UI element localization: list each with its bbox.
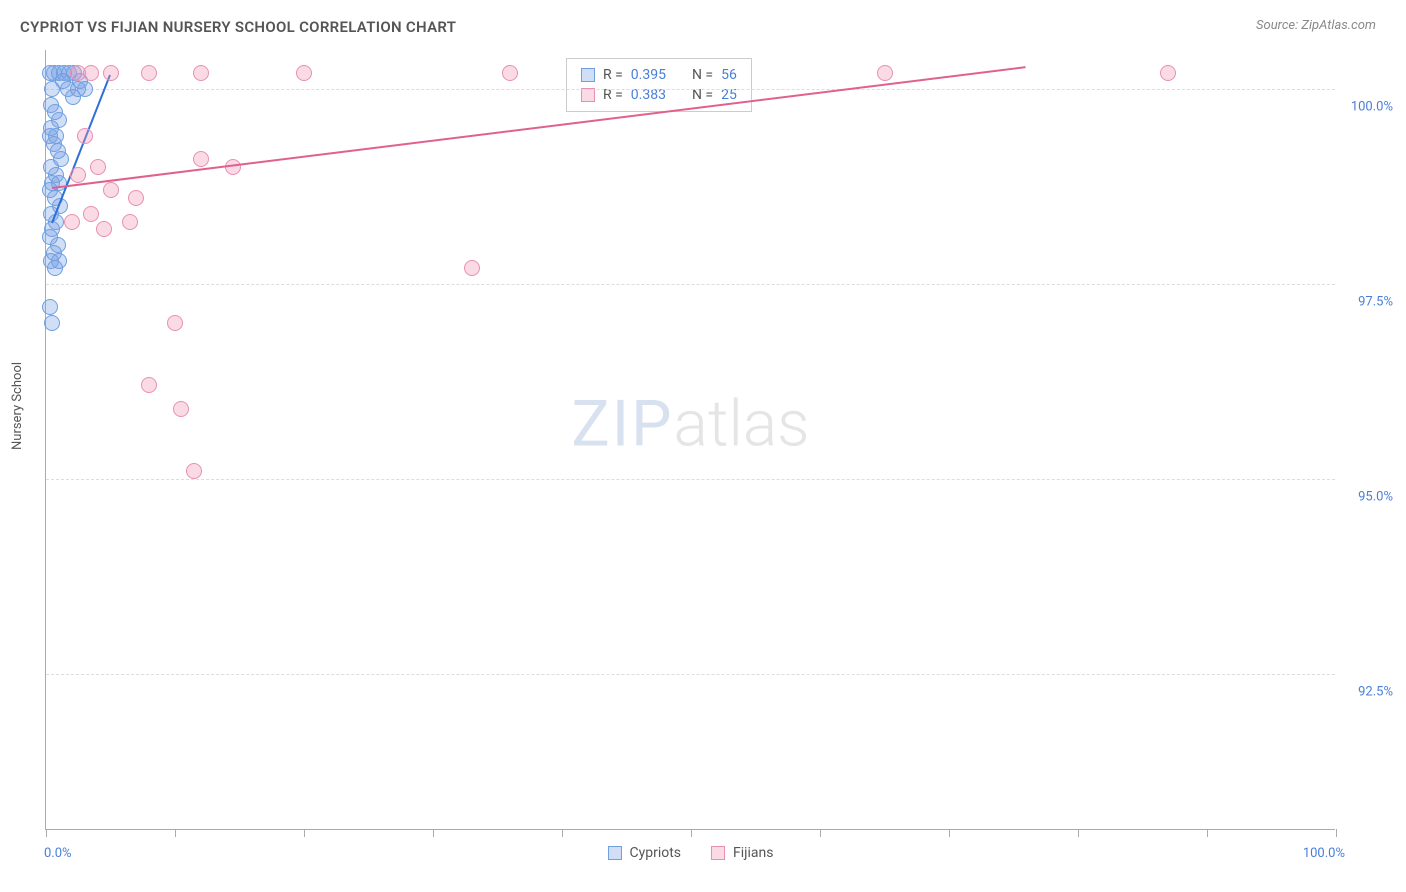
x-tick — [562, 829, 563, 837]
series-legend: Cypriots Fijians — [607, 845, 773, 861]
n-value: 56 — [721, 67, 737, 83]
data-point — [83, 65, 99, 81]
y-axis-label: Nursery School — [10, 362, 25, 450]
data-point — [141, 377, 157, 393]
data-point — [193, 65, 209, 81]
y-tick-label: 100.0% — [1351, 100, 1393, 115]
data-point — [103, 65, 119, 81]
data-point — [48, 128, 64, 144]
data-point — [96, 221, 112, 237]
y-tick-label: 95.0% — [1358, 490, 1393, 505]
data-point — [64, 214, 80, 230]
data-point — [122, 214, 138, 230]
data-point — [103, 182, 119, 198]
legend-item: Fijians — [711, 845, 773, 861]
legend-swatch — [581, 88, 595, 102]
data-point — [877, 65, 893, 81]
x-tick — [1336, 829, 1337, 837]
x-tick — [1078, 829, 1079, 837]
trend-line — [52, 66, 1026, 189]
x-axis-max-label: 100.0% — [1303, 846, 1345, 861]
watermark-atlas: atlas — [674, 386, 810, 461]
watermark-zip: ZIP — [571, 386, 673, 461]
data-point — [70, 81, 86, 97]
data-point — [296, 65, 312, 81]
legend-label: Fijians — [733, 845, 773, 861]
data-point — [173, 401, 189, 417]
gridline — [46, 479, 1335, 480]
legend-swatch — [607, 846, 621, 860]
data-point — [128, 190, 144, 206]
legend-swatch — [711, 846, 725, 860]
chart-header: CYPRIOT VS FIJIAN NURSERY SCHOOL CORRELA… — [0, 0, 1406, 44]
watermark: ZIPatlas — [571, 386, 809, 461]
data-point — [167, 315, 183, 331]
x-tick — [1207, 829, 1208, 837]
legend-label: Cypriots — [629, 845, 681, 861]
data-point — [90, 159, 106, 175]
x-tick — [46, 829, 47, 837]
x-axis-min-label: 0.0% — [44, 846, 72, 861]
data-point — [77, 128, 93, 144]
x-tick — [949, 829, 950, 837]
x-tick — [691, 829, 692, 837]
data-point — [141, 65, 157, 81]
gridline — [46, 89, 1335, 90]
chart-title: CYPRIOT VS FIJIAN NURSERY SCHOOL CORRELA… — [20, 18, 456, 36]
gridline — [46, 284, 1335, 285]
x-tick — [820, 829, 821, 837]
stats-legend-row: R = 0.395 N = 56 — [581, 65, 737, 85]
r-label: R = — [603, 67, 623, 83]
data-point — [464, 260, 480, 276]
data-point — [47, 260, 63, 276]
data-point — [186, 463, 202, 479]
x-tick — [304, 829, 305, 837]
data-point — [44, 315, 60, 331]
scatter-chart: ZIPatlas R =0.395N =56R =0.383N =25 Cypr… — [45, 50, 1335, 830]
x-tick — [433, 829, 434, 837]
data-point — [1160, 65, 1176, 81]
x-tick — [175, 829, 176, 837]
data-point — [193, 151, 209, 167]
legend-swatch — [581, 68, 595, 82]
legend-item: Cypriots — [607, 845, 681, 861]
data-point — [70, 167, 86, 183]
data-point — [502, 65, 518, 81]
y-tick-label: 97.5% — [1358, 295, 1393, 310]
source-attribution: Source: ZipAtlas.com — [1256, 18, 1376, 33]
r-value: 0.395 — [631, 67, 666, 83]
n-label: N = — [692, 67, 713, 83]
y-tick-label: 92.5% — [1358, 685, 1393, 700]
gridline — [46, 674, 1335, 675]
data-point — [83, 206, 99, 222]
data-point — [42, 299, 58, 315]
stats-legend-row: R =0.383N =25 — [581, 85, 737, 105]
